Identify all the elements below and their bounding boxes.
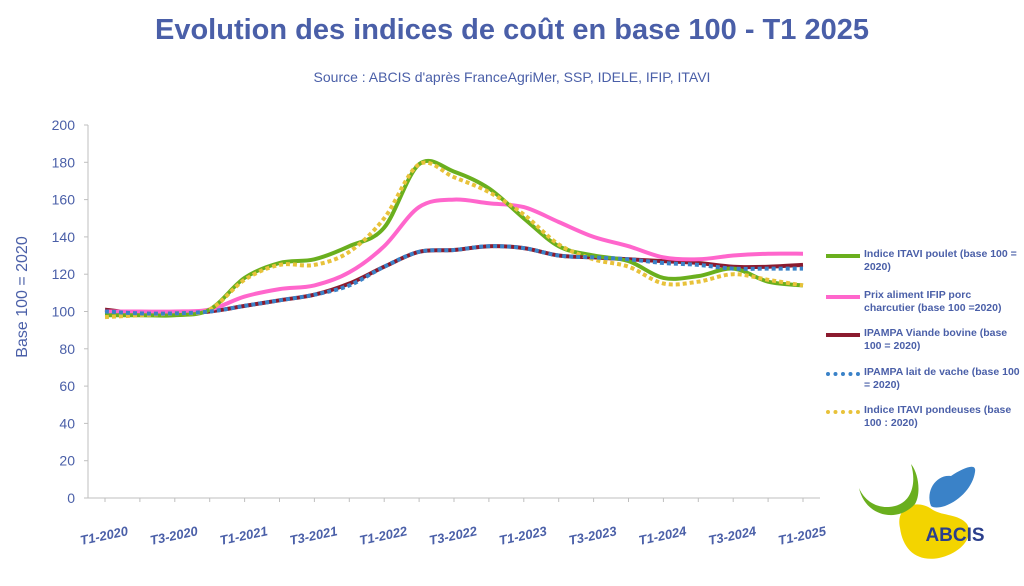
legend-label: Prix aliment IFIP porc charcutier (base … [864, 289, 1002, 314]
x-tick-label: T1-2025 [777, 523, 828, 548]
y-tick-label: 40 [59, 415, 75, 431]
y-tick-label: 200 [52, 117, 76, 133]
x-tick-labels: T1-2020 T3-2020 T1-2021 T3-2021 T1-2022 T3-20… [79, 523, 828, 548]
chart-axes [84, 124, 820, 502]
x-tick-label: T1-2021 [218, 523, 268, 548]
abcis-logo: ABCIS [859, 464, 985, 559]
y-tick-label: 100 [52, 304, 76, 320]
y-tick-label: 180 [52, 154, 76, 170]
legend-label: Indice ITAVI poulet (base 100 = 2020) [864, 248, 1017, 273]
legend-label: Indice ITAVI pondeuses (base 100 : 2020) [864, 404, 1012, 429]
x-tick-label: T3-2021 [288, 523, 338, 548]
legend-swatch [826, 410, 860, 414]
legend-swatch [826, 295, 860, 299]
y-tick-label: 0 [67, 490, 75, 506]
x-tick-label: T3-2024 [707, 523, 758, 548]
y-tick-label: 20 [59, 453, 75, 469]
logo-yellow-shape [899, 504, 970, 559]
y-tick-label: 80 [59, 341, 75, 357]
legend-swatch [826, 333, 860, 337]
series-line-0 [105, 158, 804, 318]
series-line-3 [104, 244, 803, 316]
legend-swatch [826, 372, 860, 376]
x-tick-label: T3-2020 [149, 523, 200, 548]
x-tick-label: T1-2024 [637, 523, 688, 548]
y-tick-label: 140 [52, 229, 76, 245]
y-tick-label: 160 [52, 192, 76, 208]
series-lines [104, 158, 804, 320]
x-tick-label: T1-2023 [498, 523, 549, 548]
legend-swatch [826, 254, 860, 258]
x-tick-label: T1-2022 [358, 523, 409, 548]
x-tick-label: T1-2020 [79, 523, 130, 548]
y-tick-label: 60 [59, 378, 75, 394]
y-axis-label: Base 100 = 2020 [14, 236, 31, 358]
logo-text: ABCIS [925, 525, 984, 546]
chart-subtitle: Source : ABCIS d'après FranceAgriMer, SS… [313, 69, 711, 85]
series-line-1 [104, 197, 804, 314]
y-tick-label: 120 [52, 266, 76, 282]
series-line-4 [104, 160, 804, 320]
x-tick-label: T3-2022 [428, 523, 479, 548]
logo-blue-shape [929, 466, 976, 508]
chart-title: Evolution des indices de coût en base 10… [155, 14, 869, 46]
y-tick-labels: 0 20 40 60 80 100 120 140 160 180 200 [52, 117, 76, 506]
logo-green-shape [859, 464, 919, 516]
legend-label: IPAMPA Viande bovine (base 100 = 2020) [864, 327, 1008, 352]
x-tick-label: T3-2023 [567, 523, 618, 548]
legend-label: IPAMPA lait de vache (base 100 = 2020) [864, 366, 1020, 391]
